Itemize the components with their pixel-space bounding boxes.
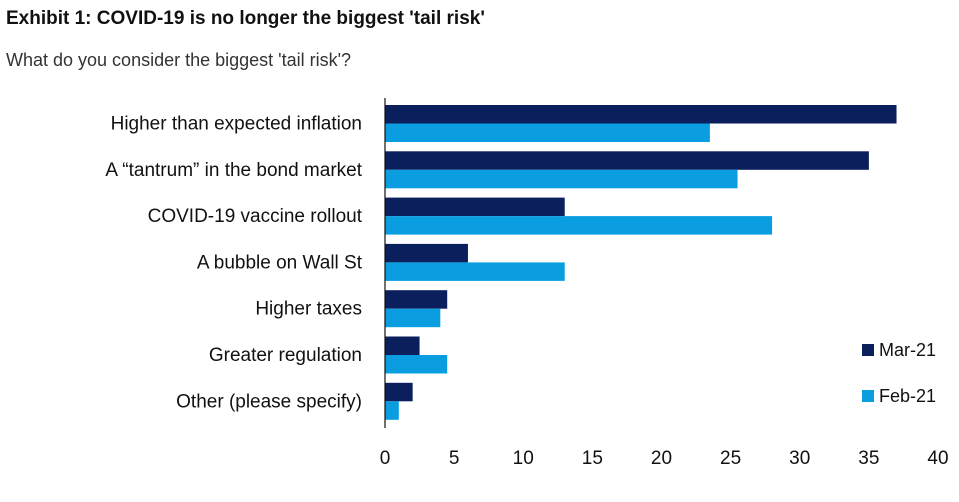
- legend-label-mar-21: Mar-21: [879, 340, 936, 360]
- legend-swatch-mar-21: [862, 344, 874, 356]
- x-tick-label: 0: [380, 448, 391, 469]
- x-tick-label: 30: [789, 448, 810, 469]
- category-label: A “tantrum” in the bond market: [105, 160, 362, 181]
- bar-mar-21: [385, 290, 448, 309]
- category-label: Greater regulation: [209, 345, 362, 366]
- bar-feb-21: [385, 355, 448, 374]
- bar-mar-21: [385, 151, 869, 170]
- category-label: Higher taxes: [255, 299, 362, 320]
- bar-feb-21: [385, 262, 565, 281]
- x-tick-label: 15: [582, 448, 603, 469]
- bar-mar-21: [385, 197, 565, 217]
- category-label: A bubble on Wall St: [197, 252, 363, 273]
- chart-title: Exhibit 1: COVID-19 is no longer the big…: [6, 8, 485, 29]
- category-label: COVID-19 vaccine rollout: [148, 206, 363, 227]
- legend-swatch-feb-21: [862, 390, 874, 402]
- bar-feb-21: [385, 216, 773, 235]
- bar-feb-21: [385, 308, 441, 328]
- legend-label-feb-21: Feb-21: [879, 386, 936, 406]
- bar-feb-21: [385, 123, 710, 142]
- x-tick-label: 35: [858, 448, 879, 469]
- x-tick-label: 20: [651, 448, 672, 469]
- x-tick-label: 10: [513, 448, 534, 469]
- chart-subtitle: What do you consider the biggest 'tail r…: [6, 50, 352, 70]
- bar-mar-21: [385, 382, 413, 402]
- bar-feb-21: [385, 401, 399, 420]
- category-label: Higher than expected inflation: [111, 114, 362, 135]
- x-tick-label: 40: [927, 448, 948, 469]
- category-label: Other (please specify): [176, 391, 362, 412]
- bar-mar-21: [385, 243, 468, 263]
- bar-feb-21: [385, 169, 738, 189]
- bar-mar-21: [385, 336, 420, 355]
- x-tick-label: 25: [720, 448, 741, 469]
- x-tick-label: 5: [449, 448, 460, 469]
- bar-mar-21: [385, 105, 897, 124]
